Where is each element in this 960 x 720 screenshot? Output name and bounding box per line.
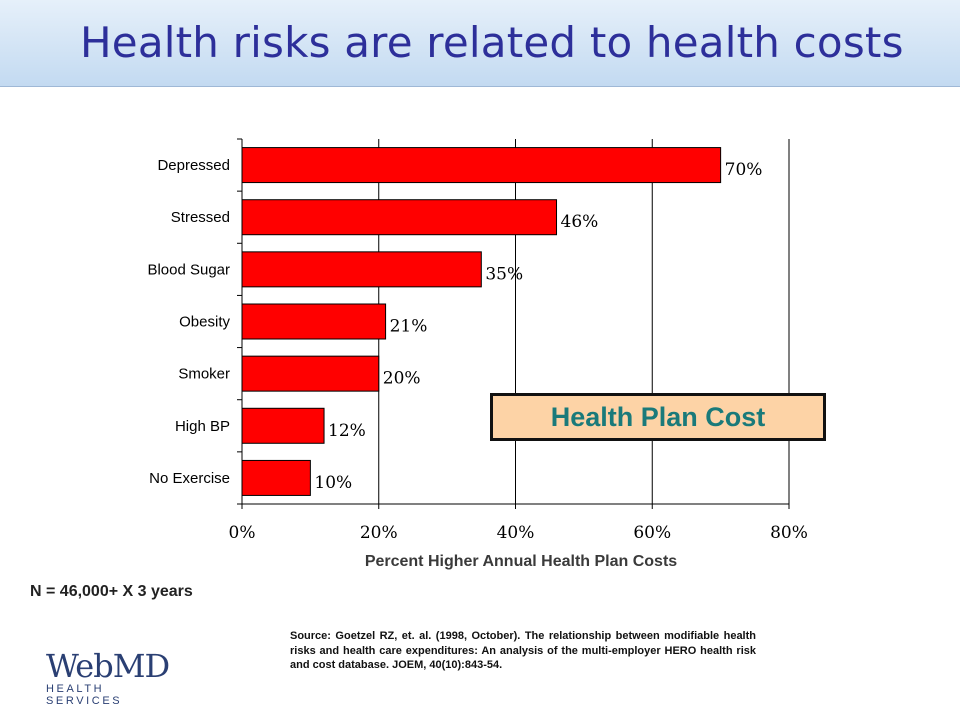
category-label-1: Stressed: [171, 209, 230, 226]
category-label-0: Depressed: [157, 157, 230, 174]
bar-3: [241, 303, 387, 340]
data-label-3: 21%: [390, 317, 428, 337]
data-label-6: 10%: [314, 473, 352, 493]
bar-4: [241, 355, 380, 392]
category-label-5: High BP: [175, 418, 230, 435]
source-citation: Source: Goetzel RZ, et. al. (1998, Octob…: [290, 630, 756, 671]
bar-5: [241, 407, 325, 444]
x-axis-label: Percent Higher Annual Health Plan Costs: [364, 553, 678, 570]
category-label-2: Blood Sugar: [147, 261, 230, 278]
data-label-0: 70%: [725, 160, 763, 180]
x-tick-label-3: 60%: [633, 523, 671, 543]
data-label-1: 46%: [561, 212, 599, 232]
legend-label: Health Plan Cost: [550, 401, 766, 432]
category-label-6: No Exercise: [149, 470, 230, 487]
bar-6: [241, 459, 311, 496]
bar-2: [241, 251, 482, 288]
legend-box: Health Plan Cost: [490, 393, 826, 441]
x-tick-label-2: 40%: [497, 523, 535, 543]
category-label-3: Obesity: [179, 314, 230, 331]
webmd-logo: WebMD HEALTH SERVICES: [46, 647, 170, 707]
bar-0: [241, 147, 722, 184]
logo-wordmark: WebMD: [46, 647, 170, 685]
category-label-4: Smoker: [178, 366, 230, 383]
title-bar: Health risks are related to health costs: [0, 0, 960, 87]
data-label-2: 35%: [485, 264, 523, 284]
x-tick-label-1: 20%: [360, 523, 398, 543]
data-label-4: 20%: [383, 369, 421, 389]
sample-size-note: N = 46,000+ X 3 years: [30, 583, 193, 600]
slide-title: Health risks are related to health costs: [80, 18, 904, 67]
logo-subtitle: HEALTH SERVICES: [46, 683, 123, 707]
data-label-5: 12%: [328, 421, 366, 441]
bar-1: [241, 199, 558, 236]
x-tick-label-0: 0%: [229, 523, 256, 543]
x-tick-label-4: 80%: [770, 523, 808, 543]
